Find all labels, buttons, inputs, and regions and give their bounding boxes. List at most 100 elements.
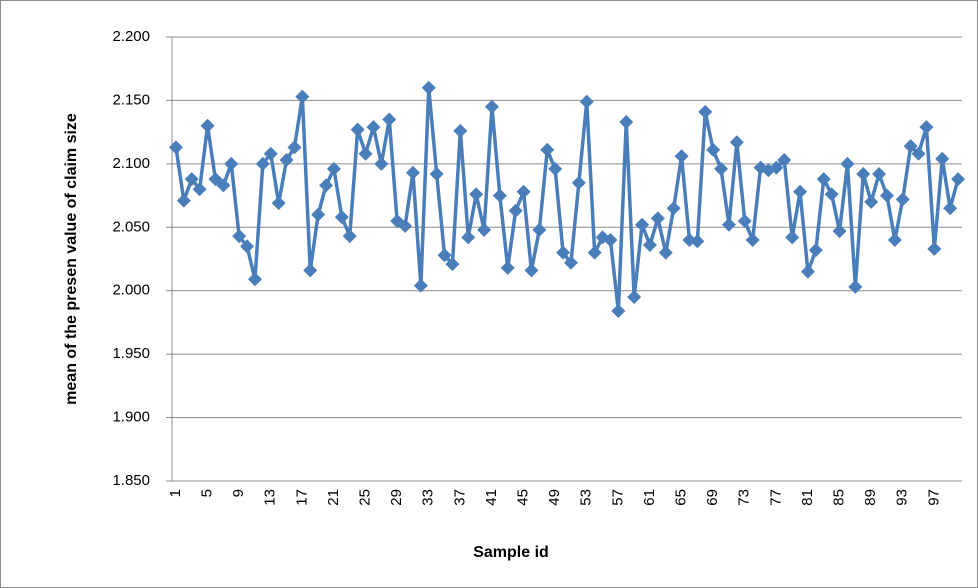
data-marker — [603, 232, 618, 247]
data-marker — [698, 104, 713, 119]
data-marker — [437, 248, 452, 263]
data-marker — [911, 146, 926, 161]
series-line — [174, 85, 960, 313]
data-marker — [627, 290, 642, 305]
data-marker — [532, 222, 547, 237]
data-marker — [516, 184, 531, 199]
data-marker — [579, 94, 594, 109]
data-marker — [808, 243, 823, 258]
data-marker — [413, 278, 428, 293]
data-marker — [903, 139, 918, 154]
data-marker — [508, 203, 523, 218]
data-marker — [824, 187, 839, 202]
x-tick-label: 65 — [673, 489, 690, 506]
data-marker — [769, 160, 784, 175]
data-marker — [563, 255, 578, 270]
x-tick-label: 89 — [862, 489, 879, 506]
x-tick-label: 25 — [357, 489, 374, 506]
data-marker — [168, 140, 183, 155]
data-marker — [872, 167, 887, 182]
x-tick-label: 33 — [420, 489, 437, 506]
x-tick-label: 53 — [578, 489, 595, 506]
data-marker — [469, 187, 484, 202]
y-tick-label: 2.200 — [112, 28, 150, 45]
data-marker — [927, 241, 942, 256]
data-marker — [319, 178, 334, 193]
y-tick-label: 2.000 — [112, 282, 150, 299]
data-marker — [382, 112, 397, 127]
x-tick-label: 69 — [704, 489, 721, 506]
data-marker — [729, 135, 744, 150]
data-marker — [571, 175, 586, 190]
x-tick-label: 45 — [515, 489, 532, 506]
data-marker — [342, 229, 357, 244]
data-marker — [548, 161, 563, 176]
data-marker — [287, 140, 302, 155]
data-marker — [232, 229, 247, 244]
data-marker — [200, 118, 215, 133]
x-tick-label: 41 — [483, 489, 500, 506]
data-marker — [429, 167, 444, 182]
data-marker — [856, 167, 871, 182]
data-marker — [777, 153, 792, 168]
y-tick-label: 1.850 — [112, 472, 150, 489]
data-marker — [492, 188, 507, 203]
data-marker — [453, 123, 468, 138]
y-tick-label: 2.100 — [112, 155, 150, 172]
data-marker — [208, 172, 223, 187]
x-tick-label: 5 — [199, 489, 216, 497]
data-marker — [366, 120, 381, 135]
data-marker — [785, 230, 800, 245]
y-tick-label: 1.900 — [112, 409, 150, 426]
data-marker — [745, 232, 760, 247]
data-marker — [951, 172, 966, 187]
data-marker — [405, 165, 420, 180]
x-tick-label: 13 — [262, 489, 279, 506]
data-marker — [271, 196, 286, 211]
x-tick-label: 1 — [167, 489, 184, 497]
data-marker — [895, 192, 910, 207]
data-marker — [303, 263, 318, 278]
data-marker — [421, 80, 436, 95]
data-marker — [706, 142, 721, 157]
data-marker — [398, 219, 413, 234]
data-marker — [650, 211, 665, 226]
data-marker — [721, 217, 736, 232]
data-marker — [263, 146, 278, 161]
x-tick-label: 49 — [546, 489, 563, 506]
data-marker — [666, 201, 681, 216]
data-marker — [737, 213, 752, 228]
x-tick-label: 93 — [894, 489, 911, 506]
data-marker — [832, 224, 847, 239]
data-marker — [642, 238, 657, 253]
data-marker — [887, 232, 902, 247]
data-marker — [943, 201, 958, 216]
data-marker — [879, 188, 894, 203]
data-marker — [587, 245, 602, 260]
data-marker — [658, 245, 673, 260]
data-marker — [247, 272, 262, 287]
x-tick-label: 37 — [451, 489, 468, 506]
data-marker — [240, 239, 255, 254]
data-marker — [216, 178, 231, 193]
x-tick-label: 61 — [641, 489, 658, 506]
x-tick-label: 17 — [293, 489, 310, 506]
data-marker — [848, 279, 863, 294]
data-marker — [619, 114, 634, 129]
x-tick-label: 73 — [736, 489, 753, 506]
data-marker — [445, 257, 460, 272]
data-marker — [461, 230, 476, 245]
y-tick-label: 1.950 — [112, 345, 150, 362]
data-marker — [477, 222, 492, 237]
data-marker — [500, 260, 515, 275]
data-marker — [255, 156, 270, 171]
data-marker — [540, 142, 555, 157]
x-axis-title: Sample id — [473, 544, 549, 561]
data-marker — [224, 156, 239, 171]
x-tick-label: 81 — [799, 489, 816, 506]
data-marker — [611, 304, 626, 319]
x-tick-label: 97 — [925, 489, 942, 506]
x-tick-label: 85 — [831, 489, 848, 506]
